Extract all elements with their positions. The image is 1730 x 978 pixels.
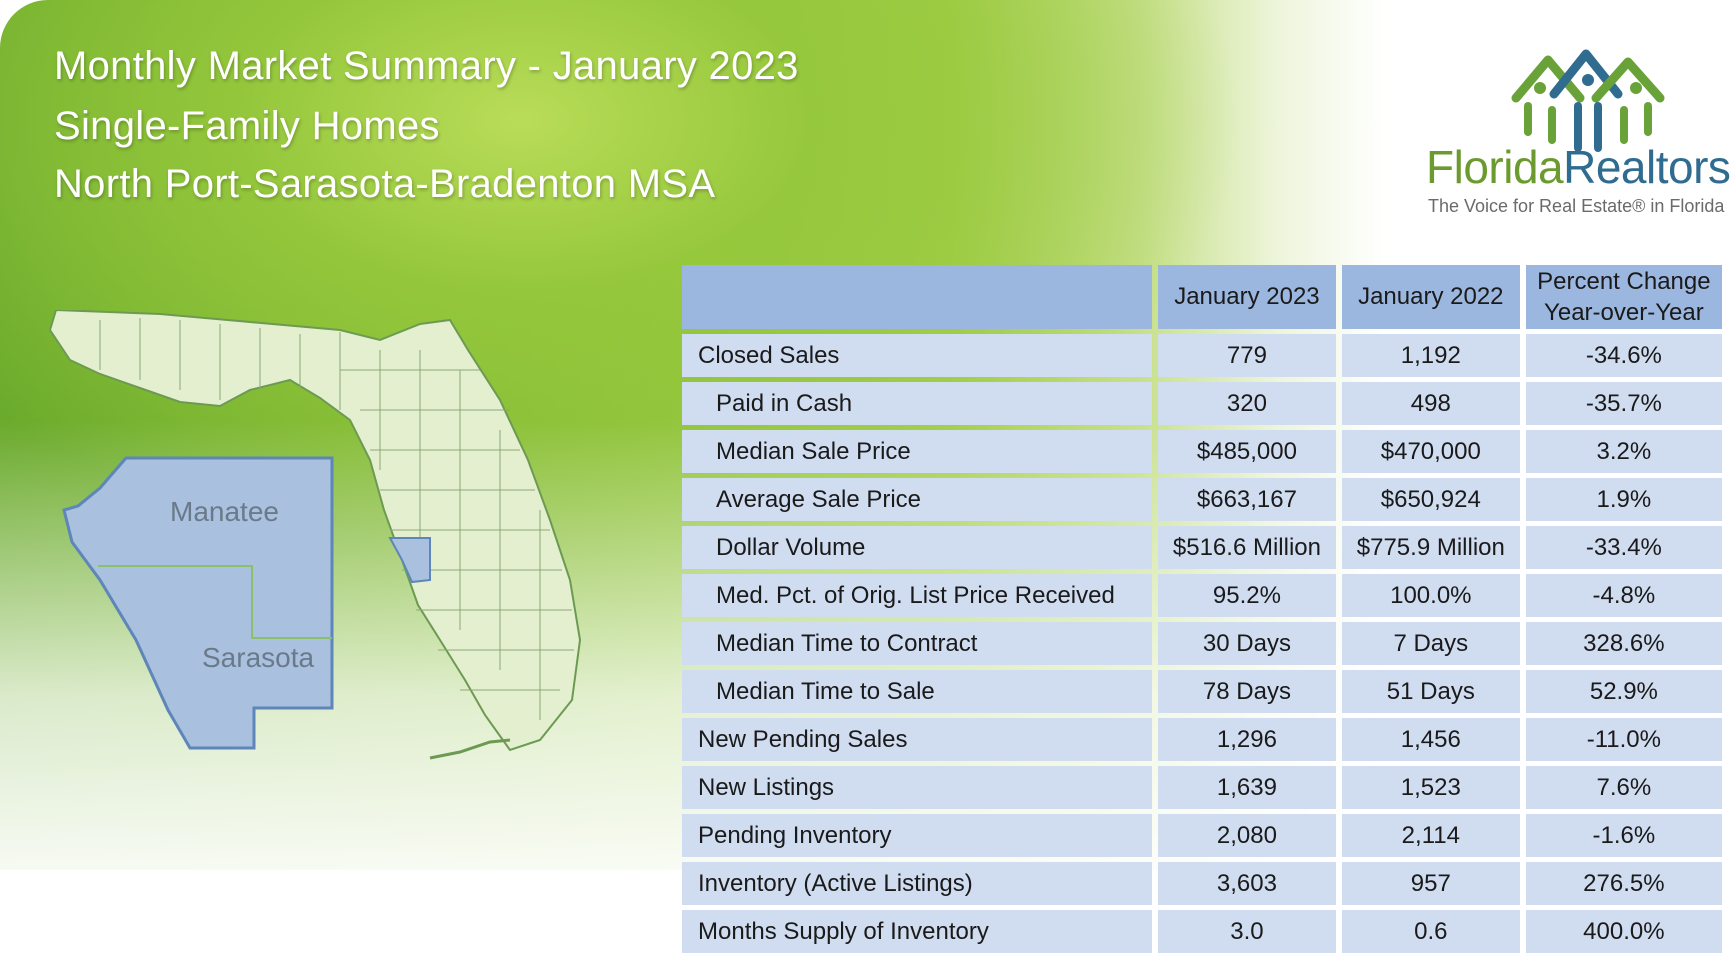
row-label: Median Time to Contract — [682, 622, 1152, 665]
table-row: Median Time to Sale 78 Days 51 Days 52.9% — [682, 670, 1722, 713]
florida-state-shape — [48, 310, 582, 752]
cell-percent-change: -1.6% — [1525, 814, 1722, 857]
row-label: New Pending Sales — [682, 718, 1152, 761]
row-label: Inventory (Active Listings) — [682, 862, 1152, 905]
cell-jan-2023: 320 — [1158, 382, 1336, 425]
cell-percent-change: 3.2% — [1525, 430, 1722, 473]
cell-jan-2022: 1,456 — [1341, 718, 1520, 761]
pct-change-header-line2: Year-over-Year — [1544, 299, 1704, 326]
cell-jan-2022: 100.0% — [1341, 574, 1520, 617]
cell-jan-2022: 2,114 — [1341, 814, 1520, 857]
column-header-jan-2022: January 2022 — [1341, 265, 1520, 329]
cell-jan-2023: 95.2% — [1158, 574, 1336, 617]
cell-jan-2023: 1,296 — [1158, 718, 1336, 761]
cell-jan-2022: $775.9 Million — [1341, 526, 1520, 569]
florida-county-map — [48, 310, 582, 760]
table-row: Dollar Volume $516.6 Million $775.9 Millio… — [682, 526, 1722, 569]
table-row: Med. Pct. of Orig. List Price Received 95… — [682, 574, 1722, 617]
cell-percent-change: 400.0% — [1525, 910, 1722, 953]
cell-percent-change: 1.9% — [1525, 478, 1722, 521]
cell-jan-2023: 30 Days — [1158, 622, 1336, 665]
cell-percent-change: 52.9% — [1525, 670, 1722, 713]
cell-jan-2022: 1,523 — [1341, 766, 1520, 809]
table-row: New Pending Sales 1,296 1,456 -11.0% — [682, 718, 1722, 761]
table-row: Pending Inventory 2,080 2,114 -1.6% — [682, 814, 1722, 857]
cell-jan-2023: $516.6 Million — [1158, 526, 1336, 569]
cell-jan-2023: 3.0 — [1158, 910, 1336, 953]
table-row: Average Sale Price $663,167 $650,924 1.9% — [682, 478, 1722, 521]
county-label-manatee: Manatee — [170, 496, 279, 527]
cell-jan-2023: $485,000 — [1158, 430, 1336, 473]
cell-jan-2022: 1,192 — [1341, 334, 1520, 377]
cell-jan-2022: 7 Days — [1341, 622, 1520, 665]
row-label: Paid in Cash — [682, 382, 1152, 425]
table-header-row: January 2023 January 2022 Percent Change… — [682, 265, 1722, 329]
cell-jan-2022: 51 Days — [1341, 670, 1520, 713]
table-row: Median Sale Price $485,000 $470,000 3.2% — [682, 430, 1722, 473]
property-type-subtitle: Single-Family Homes — [54, 104, 440, 148]
table-row: Median Time to Contract 30 Days 7 Days 328.… — [682, 622, 1722, 665]
row-label: Median Sale Price — [682, 430, 1152, 473]
cell-jan-2022: $470,000 — [1341, 430, 1520, 473]
logo-word-realtors: Realtors — [1563, 141, 1730, 193]
cell-jan-2023: 2,080 — [1158, 814, 1336, 857]
cell-percent-change: -11.0% — [1525, 718, 1722, 761]
metric-column-header — [682, 265, 1152, 329]
table-row: Months Supply of Inventory 3.0 0.6 400.0% — [682, 910, 1722, 953]
row-label: Dollar Volume — [682, 526, 1152, 569]
row-label: Median Time to Sale — [682, 670, 1152, 713]
florida-realtors-logo-icon — [1511, 49, 1665, 152]
cell-jan-2023: $663,167 — [1158, 478, 1336, 521]
cell-jan-2022: 498 — [1341, 382, 1520, 425]
cell-jan-2023: 1,639 — [1158, 766, 1336, 809]
cell-percent-change: -35.7% — [1525, 382, 1722, 425]
county-label-sarasota: Sarasota — [202, 642, 315, 673]
cell-jan-2022: 957 — [1341, 862, 1520, 905]
cell-percent-change: 328.6% — [1525, 622, 1722, 665]
row-label: New Listings — [682, 766, 1152, 809]
cell-percent-change: 276.5% — [1525, 862, 1722, 905]
county-boundary-line — [98, 565, 332, 639]
row-label: Months Supply of Inventory — [682, 910, 1152, 953]
cell-jan-2022: 0.6 — [1341, 910, 1520, 953]
region-subtitle: North Port-Sarasota-Bradenton MSA — [54, 162, 716, 206]
cell-jan-2023: 78 Days — [1158, 670, 1336, 713]
logo-wordmark: FloridaRealtors® — [1426, 140, 1730, 194]
table-row: Closed Sales 779 1,192 -34.6% — [682, 334, 1722, 377]
row-label: Pending Inventory — [682, 814, 1152, 857]
cell-jan-2023: 3,603 — [1158, 862, 1336, 905]
table-row: Paid in Cash 320 498 -35.7% — [682, 382, 1722, 425]
row-label: Average Sale Price — [682, 478, 1152, 521]
market-summary-table: January 2023 January 2022 Percent Change… — [676, 260, 1728, 958]
florida-keys-shape — [429, 738, 511, 760]
cell-percent-change: 7.6% — [1525, 766, 1722, 809]
cell-percent-change: -33.4% — [1525, 526, 1722, 569]
row-label: Med. Pct. of Orig. List Price Received — [682, 574, 1152, 617]
table-row: New Listings 1,639 1,523 7.6% — [682, 766, 1722, 809]
row-label: Closed Sales — [682, 334, 1152, 377]
table-row: Inventory (Active Listings) 3,603 957 276.5… — [682, 862, 1722, 905]
cell-percent-change: -34.6% — [1525, 334, 1722, 377]
column-header-percent-change: Percent Change Year-over-Year — [1525, 265, 1722, 329]
pct-change-header-line1: Percent Change — [1537, 267, 1711, 295]
cell-jan-2022: $650,924 — [1341, 478, 1520, 521]
cell-percent-change: -4.8% — [1525, 574, 1722, 617]
column-header-jan-2023: January 2023 — [1158, 265, 1336, 329]
report-title: Monthly Market Summary - January 2023 — [54, 44, 799, 88]
logo-tagline: The Voice for Real Estate® in Florida — [1428, 196, 1725, 216]
logo-word-florida: Florida — [1426, 141, 1564, 193]
cell-jan-2023: 779 — [1158, 334, 1336, 377]
msa-highlight-shape — [388, 537, 431, 584]
msa-inset-shape — [62, 456, 334, 750]
